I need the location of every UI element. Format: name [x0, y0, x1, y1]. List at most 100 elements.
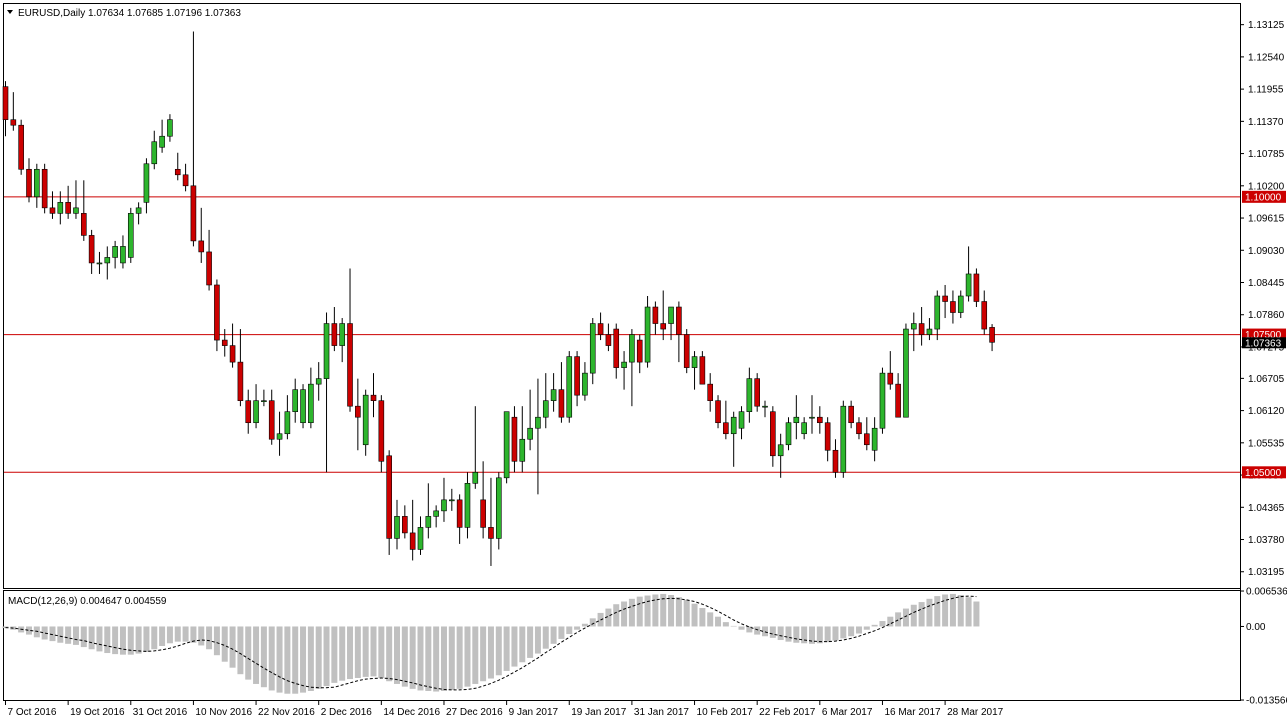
price-tick-label: 1.12540: [1248, 52, 1285, 63]
macd-bar: [840, 626, 847, 639]
macd-bar: [910, 604, 917, 627]
candle-body: [871, 427, 878, 451]
macd-bar: [464, 626, 471, 687]
candle-body: [339, 323, 345, 346]
macd-bar: [433, 626, 440, 692]
macd-bar: [589, 618, 596, 627]
candle-body: [910, 323, 917, 330]
candle-body: [950, 301, 956, 313]
macd-bar: [2, 626, 9, 629]
candle-body: [182, 174, 189, 187]
candle-body: [229, 345, 236, 363]
candle-body: [918, 323, 925, 335]
hline-tag-label: 1.10000: [1245, 192, 1282, 203]
macd-title: MACD(12,26,9) 0.004647 0.004559: [8, 596, 167, 607]
candle-body: [159, 135, 165, 148]
macd-bar: [934, 596, 941, 627]
candle-body: [308, 383, 314, 424]
macd-bar: [307, 626, 314, 691]
candle-body: [863, 433, 870, 446]
time-tick-label: 28 Mar 2017: [947, 707, 1004, 718]
macd-bar: [738, 626, 745, 630]
macd-bar: [730, 625, 737, 627]
candle-body: [754, 378, 760, 407]
candle-body: [558, 389, 565, 418]
candle-body: [699, 356, 706, 385]
macd-bar: [699, 608, 706, 627]
macd-bar: [652, 594, 659, 627]
candle-body: [362, 394, 369, 446]
macd-bar: [480, 626, 487, 682]
candle-body: [495, 477, 502, 539]
dropdown-arrow-icon[interactable]: [7, 10, 13, 14]
candle-body: [394, 516, 400, 539]
macd-bar: [887, 616, 894, 627]
candle-body: [49, 207, 56, 214]
time-tick-label: 22 Nov 2016: [258, 707, 315, 718]
candle-body: [331, 323, 338, 346]
hline-tag-label: 1.05000: [1245, 468, 1282, 479]
macd-bar: [495, 626, 502, 676]
macd-bar: [284, 626, 291, 694]
macd-bar: [942, 594, 949, 627]
macd-bar: [33, 626, 40, 638]
macd-bar: [957, 595, 964, 627]
candle-body: [323, 323, 330, 379]
macd-bar: [534, 626, 541, 654]
candle-body: [903, 328, 909, 418]
candle-body: [550, 389, 557, 401]
candle-body: [542, 400, 549, 418]
macd-bar: [777, 626, 784, 641]
price-pane: [3, 3, 1241, 589]
candle-body: [566, 356, 573, 418]
candle-body: [88, 235, 95, 264]
candle-body: [644, 306, 651, 363]
price-tick-label: 1.11370: [1248, 117, 1284, 128]
candle-body: [613, 328, 620, 368]
candle-body: [433, 510, 439, 517]
price-tick-label: 1.05535: [1248, 438, 1285, 449]
macd-bar: [417, 626, 424, 691]
candle-body: [926, 328, 933, 335]
macd-bar: [127, 626, 134, 655]
macd-tick-label: 0.006536: [1246, 587, 1287, 598]
hline-tag: [1242, 466, 1286, 479]
candle-body: [300, 389, 306, 424]
macd-bar: [636, 596, 643, 627]
candle-body: [519, 438, 526, 462]
macd-bar: [354, 626, 361, 678]
candle-body: [245, 400, 252, 424]
candle-body: [793, 416, 800, 424]
candle-body: [135, 207, 142, 214]
candle-body: [198, 240, 205, 253]
price-tick-label: 1.06120: [1248, 406, 1285, 417]
macd-bar: [895, 612, 902, 627]
time-tick-label: 19 Oct 2016: [70, 707, 125, 718]
macd-bar: [832, 626, 839, 641]
macd-bar: [621, 601, 628, 627]
candle-body: [683, 334, 690, 368]
candle-body: [535, 416, 541, 429]
time-tick-label: 10 Nov 2016: [195, 707, 252, 718]
candle-body: [527, 427, 533, 440]
macd-bar: [409, 626, 416, 689]
macd-bar: [902, 608, 909, 627]
candle-body: [402, 516, 408, 534]
macd-bar: [566, 626, 573, 635]
candle-body: [652, 306, 659, 324]
candle-body: [441, 499, 447, 512]
macd-bar: [401, 626, 408, 687]
candle-body: [848, 405, 854, 424]
candle-body: [957, 295, 964, 313]
macd-bar: [88, 626, 95, 650]
macd-bar: [613, 604, 620, 627]
macd-tick-label: -0.013566: [1246, 696, 1287, 707]
price-tick-label: 1.06705: [1248, 374, 1285, 385]
macd-bar: [848, 626, 855, 637]
candle-body: [503, 411, 510, 479]
candle-body: [167, 119, 173, 137]
candle-body: [18, 124, 24, 170]
macd-bar: [80, 626, 87, 648]
macd-bar: [182, 626, 189, 642]
